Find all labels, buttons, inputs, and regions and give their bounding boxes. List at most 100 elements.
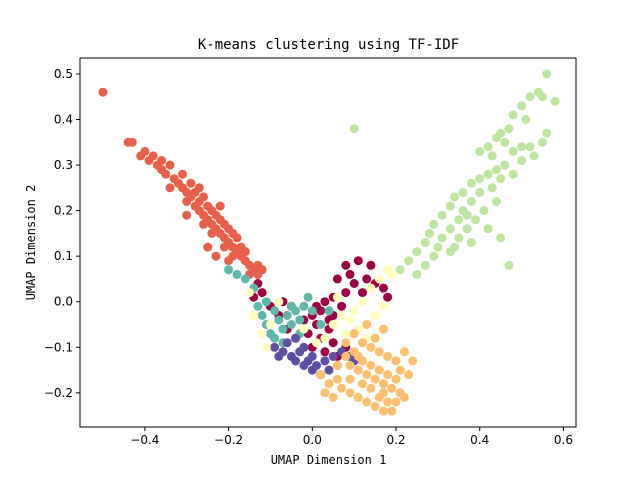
data-point-cluster-7-16 — [337, 383, 347, 393]
data-point-cluster-3-14 — [320, 297, 330, 307]
data-point-cluster-7-40 — [366, 383, 376, 393]
data-point-cluster-2-21 — [500, 160, 510, 170]
y-axis-label: UMAP Dimension 2 — [24, 185, 38, 301]
data-point-cluster-2-56 — [412, 269, 422, 279]
data-point-cluster-2-50 — [412, 247, 422, 257]
data-point-cluster-6-20 — [370, 310, 380, 320]
data-point-cluster-7-46 — [370, 333, 380, 343]
data-point-cluster-7-1 — [349, 329, 359, 339]
y-tick-label: 0.5 — [54, 67, 73, 81]
data-point-cluster-7-50 — [345, 374, 355, 384]
data-point-cluster-7-38 — [383, 397, 393, 407]
data-point-cluster-7-43 — [391, 397, 401, 407]
data-point-cluster-2-47 — [420, 238, 430, 247]
data-point-cluster-3-2 — [353, 256, 363, 266]
data-point-cluster-3-15 — [337, 301, 347, 311]
data-point-cluster-2-14 — [475, 146, 485, 156]
data-point-cluster-6-24 — [328, 320, 338, 329]
data-point-cluster-2-4 — [525, 92, 535, 102]
data-point-cluster-2-24 — [508, 169, 518, 179]
data-point-cluster-2-60 — [504, 260, 514, 270]
data-point-cluster-1-20 — [186, 178, 196, 188]
y-tick-label: 0.4 — [54, 113, 73, 127]
data-point-cluster-2-33 — [492, 197, 501, 206]
data-point-cluster-1-57 — [194, 183, 204, 193]
data-point-cluster-1-7 — [148, 151, 158, 161]
data-point-cluster-3-5 — [362, 274, 372, 284]
data-point-cluster-7-28 — [383, 370, 393, 380]
data-point-cluster-2-23 — [483, 169, 493, 179]
data-point-cluster-2-22 — [492, 165, 501, 175]
data-point-cluster-4-3 — [240, 274, 250, 284]
data-point-cluster-2-59 — [462, 210, 472, 220]
data-point-cluster-4-18 — [307, 306, 317, 316]
data-point-cluster-7-45 — [332, 361, 342, 370]
data-point-cluster-2-7 — [517, 101, 527, 111]
data-point-cluster-2-55 — [395, 265, 405, 275]
data-point-cluster-7-42 — [379, 388, 388, 398]
data-point-cluster-2-62 — [542, 128, 552, 138]
data-point-cluster-4-6 — [257, 310, 267, 320]
data-point-cluster-4-19 — [316, 320, 326, 329]
data-point-cluster-7-9 — [353, 365, 363, 375]
data-point-cluster-3-10 — [341, 288, 351, 298]
data-point-cluster-1-3 — [127, 137, 137, 147]
data-point-cluster-7-12 — [379, 379, 388, 389]
data-point-cluster-2-16 — [508, 146, 518, 156]
y-tick-label: 0.1 — [54, 249, 73, 263]
data-point-cluster-2-44 — [425, 228, 434, 238]
data-point-cluster-1-27 — [199, 192, 208, 202]
chart-title: K-means clustering using TF-IDF — [198, 37, 459, 53]
data-point-cluster-6-5 — [358, 297, 367, 307]
data-point-cluster-2-17 — [525, 142, 535, 152]
data-point-cluster-2-41 — [445, 224, 455, 234]
data-point-cluster-6-13 — [265, 320, 275, 329]
data-point-cluster-7-10 — [362, 370, 372, 380]
x-tick-label: −0.2 — [214, 433, 243, 447]
data-point-cluster-1-17 — [178, 169, 187, 179]
data-point-cluster-2-57 — [466, 238, 476, 247]
data-point-cluster-7-47 — [379, 324, 388, 334]
data-point-cluster-6-21 — [274, 297, 284, 307]
y-tick-label: 0.0 — [54, 295, 73, 309]
data-point-cluster-2-30 — [475, 187, 485, 197]
x-tick-label: 0.4 — [470, 433, 489, 447]
points-layer — [98, 69, 560, 416]
data-point-cluster-2-40 — [429, 219, 439, 229]
data-point-cluster-4-25 — [286, 301, 296, 311]
data-point-cluster-1-47 — [240, 247, 250, 257]
data-point-cluster-7-27 — [374, 365, 384, 375]
data-point-cluster-2-18 — [538, 137, 547, 147]
data-point-cluster-1-11 — [161, 169, 171, 179]
data-point-cluster-2-13 — [483, 142, 493, 152]
data-point-cluster-7-22 — [328, 392, 338, 402]
data-point-cluster-2-28 — [487, 183, 497, 193]
data-point-cluster-2-39 — [471, 215, 480, 225]
data-point-cluster-4-13 — [286, 320, 296, 329]
data-point-cluster-1-12 — [165, 160, 175, 170]
data-point-cluster-4-5 — [253, 301, 263, 311]
data-point-cluster-7-5 — [383, 351, 393, 361]
data-point-cluster-2-15 — [487, 151, 497, 161]
data-point-cluster-1-43 — [232, 233, 242, 243]
plot-area-frame — [79, 57, 577, 428]
data-point-cluster-2-37 — [437, 210, 447, 220]
data-point-cluster-4-1 — [224, 265, 234, 275]
data-point-cluster-7-7 — [341, 351, 351, 361]
data-point-cluster-6-19 — [320, 333, 330, 343]
data-point-cluster-2-32 — [466, 197, 476, 206]
data-point-cluster-7-23 — [324, 379, 334, 389]
data-point-cluster-3-12 — [383, 292, 393, 302]
y-axis-ticks: −0.2 −0.1 0.0 0.1 0.2 0.3 0.4 0.5 — [44, 67, 80, 400]
data-point-cluster-5-19 — [299, 342, 309, 352]
data-point-cluster-2-54 — [420, 260, 430, 270]
data-point-cluster-3-1 — [341, 260, 351, 270]
data-point-cluster-6-2 — [374, 274, 384, 284]
data-point-cluster-7-48 — [362, 320, 372, 329]
data-point-cluster-1-61 — [224, 256, 234, 266]
y-tick-label: 0.2 — [54, 204, 73, 218]
data-point-cluster-2-48 — [433, 242, 443, 252]
data-point-cluster-1-1 — [98, 87, 108, 97]
data-point-cluster-2-43 — [483, 224, 493, 234]
